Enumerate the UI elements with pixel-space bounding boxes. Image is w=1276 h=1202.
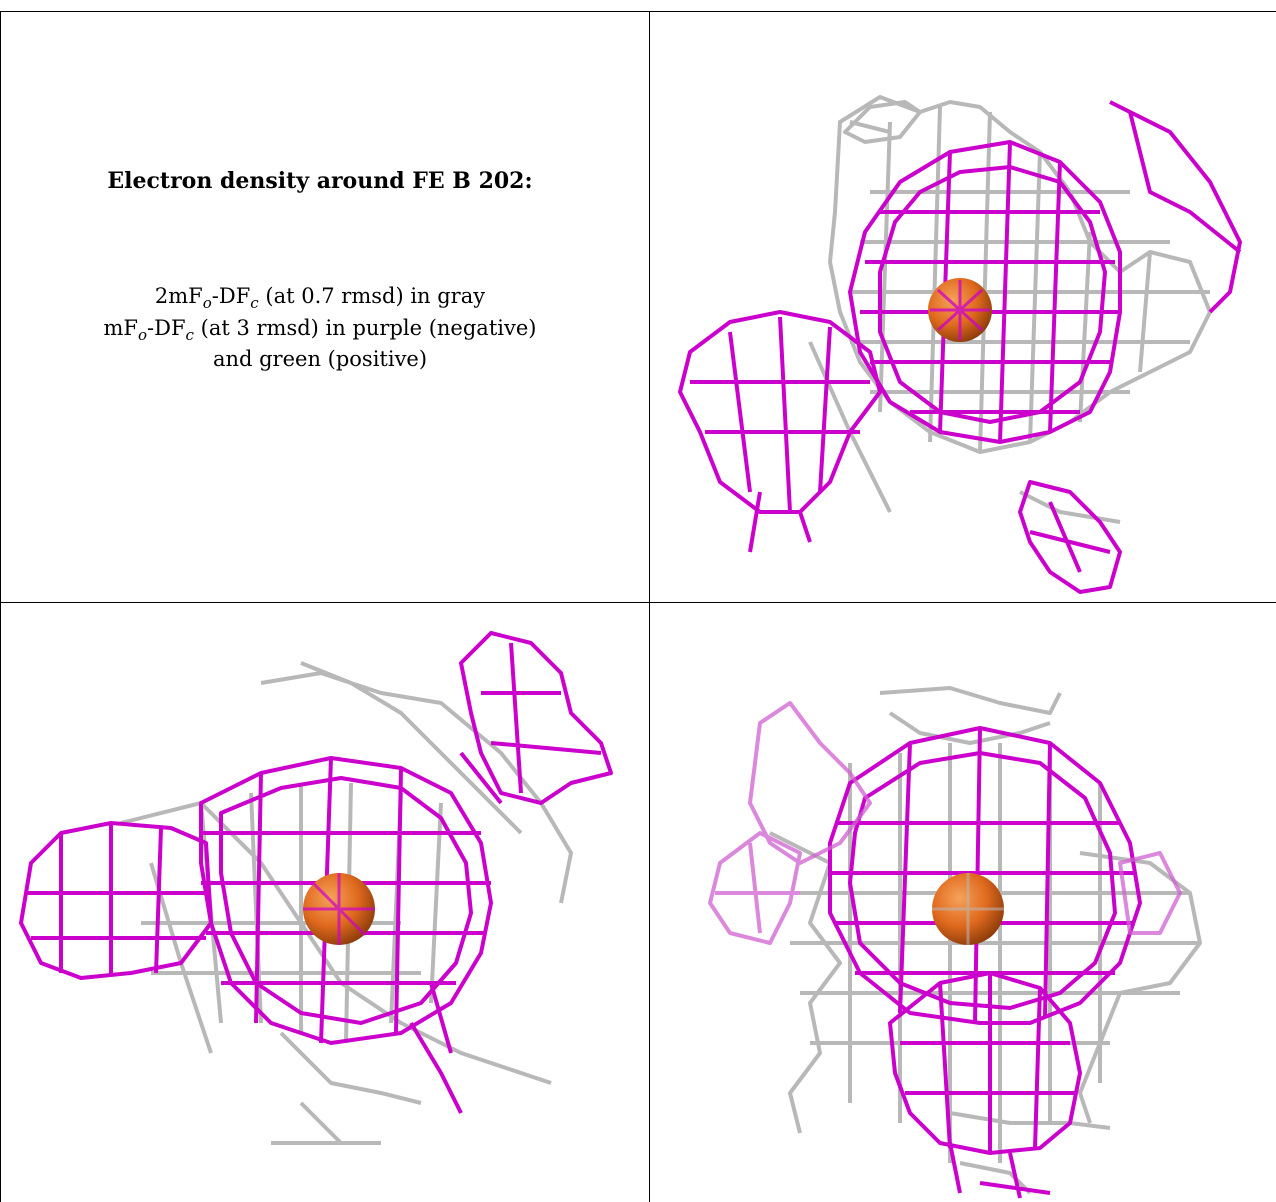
mesh-image-bottom-left (19, 631, 613, 1145)
mesh-image-bottom-right (708, 686, 1202, 1199)
density-view-bottom-left (1, 603, 649, 1202)
purple-mesh (678, 100, 1242, 594)
purple-mesh (828, 726, 1142, 1199)
legend-cell: Electron density around FE B 202: 2mFo-D… (20, 0, 620, 603)
iron-atom-overlay-mesh (930, 280, 990, 340)
rule-left (0, 11, 1, 1202)
density-view-top-right (650, 12, 1276, 602)
legend-title: Electron density around FE B 202: (107, 168, 533, 194)
purple-mesh-faint (708, 701, 1182, 945)
legend-purple-line: mFo-DFc (at 3 rmsd) in purple (negative) (103, 316, 537, 345)
mesh-image-top-right (678, 95, 1242, 594)
rule-middle (0, 602, 1276, 603)
gray-mesh (808, 95, 1212, 524)
iron-atom-overlay-mesh (303, 873, 375, 945)
legend-green-line: and green (positive) (212, 347, 428, 371)
purple-mesh (19, 631, 613, 1114)
rule-center (649, 11, 650, 1202)
legend-gray-line: 2mFo-DFc (at 0.7 rmsd) in gray (154, 284, 486, 313)
iron-atom-overlay-mesh (932, 873, 1004, 945)
density-view-bottom-right (650, 603, 1276, 1202)
rule-top (0, 11, 1276, 12)
